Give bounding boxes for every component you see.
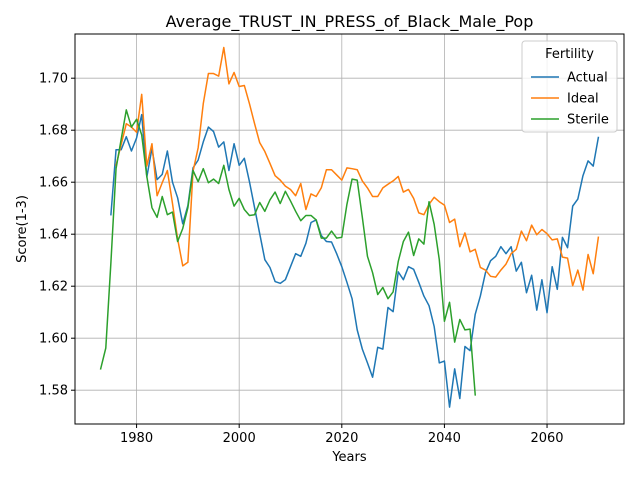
x-axis-label: Years (331, 450, 367, 465)
y-tick-label: 1.68 (39, 124, 68, 139)
series-line-sterile (99, 109, 477, 396)
y-tick-label: 1.60 (39, 332, 68, 347)
y-tick-label: 1.70 (39, 72, 68, 87)
legend-label-actual: Actual (567, 71, 608, 86)
chart-title: Average_TRUST_IN_PRESS_of_Black_Male_Pop (166, 12, 534, 32)
x-tick-label: 2000 (223, 431, 256, 446)
x-tick-label: 2040 (428, 431, 461, 446)
y-tick-label: 1.66 (39, 176, 68, 191)
series-lines (99, 46, 600, 408)
x-tick-label: 2020 (325, 431, 358, 446)
y-axis-label: Score(1-3) (15, 195, 30, 263)
legend-title: Fertility (545, 47, 594, 62)
y-tick-label: 1.64 (39, 228, 68, 243)
plot-area-frame (74, 33, 625, 425)
legend-label-ideal: Ideal (567, 92, 599, 107)
axis-ticks: 1980 2000 2020 2040 2060 1.58 1.60 1.62 1.64 1.66… (39, 72, 564, 446)
series-line-ideal (115, 46, 600, 291)
legend-label-sterile: Sterile (567, 113, 609, 128)
legend-box (521, 40, 618, 133)
legend: Fertility Actual Ideal Sterile (521, 40, 618, 133)
y-tick-label: 1.62 (39, 280, 68, 295)
x-tick-label: 2060 (530, 431, 563, 446)
x-tick-label: 1980 (120, 431, 153, 446)
y-tick-label: 1.58 (39, 384, 68, 399)
